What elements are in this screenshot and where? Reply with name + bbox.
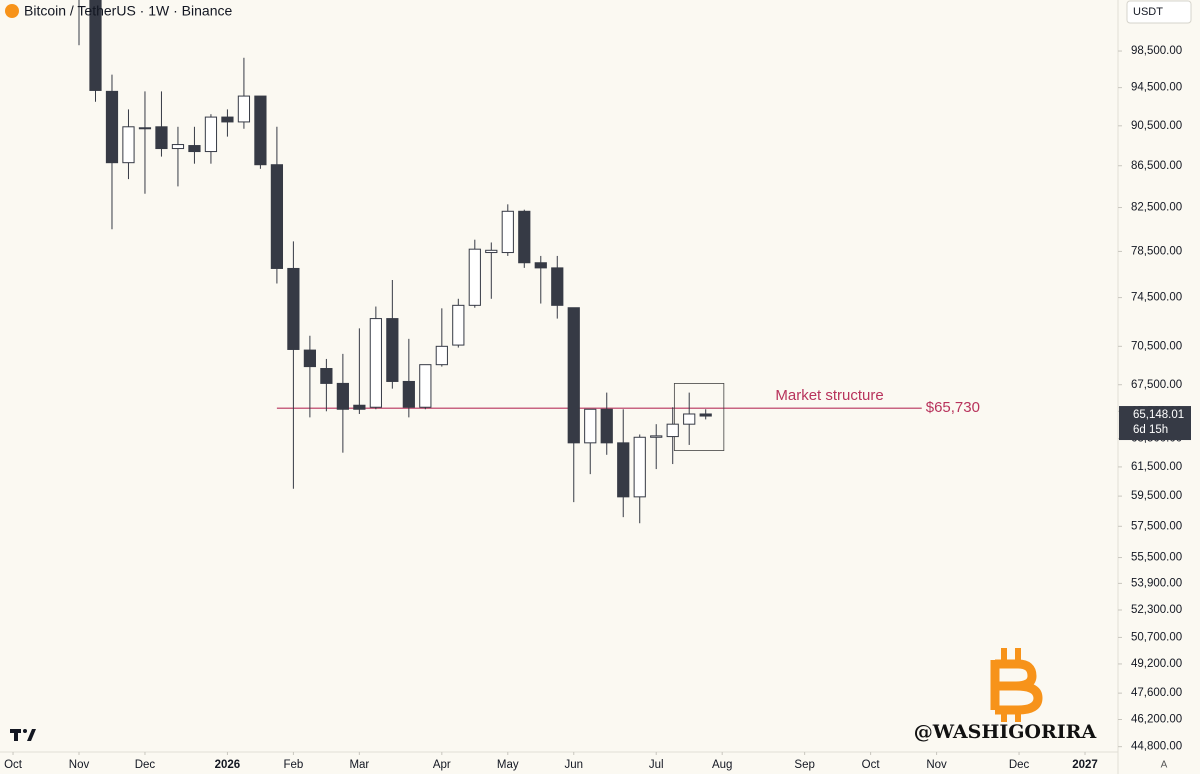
last-price-label: 65,148.01 — [1133, 409, 1184, 421]
candle-body-up — [633, 436, 646, 498]
x-tick-label: Aug — [712, 759, 732, 771]
x-tick-label: Sep — [794, 759, 814, 771]
candle-body-down — [155, 126, 168, 150]
candle-body-up — [485, 249, 498, 254]
x-tick-label: Nov — [69, 759, 90, 771]
currency-button-label[interactable]: USDT — [1133, 6, 1163, 18]
candle-body-down — [105, 90, 119, 164]
candle-body-down — [254, 95, 267, 166]
last-price-tag — [1119, 406, 1191, 441]
candle-body-down — [386, 318, 399, 382]
candle-body-up — [501, 210, 514, 254]
y-tick-label: 47,600.00 — [1131, 687, 1182, 699]
y-tick-label: 82,500.00 — [1131, 202, 1182, 214]
candle-body-up — [237, 95, 251, 123]
candle-body-up — [683, 413, 696, 425]
candle-body-up — [666, 423, 679, 438]
candle-body-down — [270, 164, 284, 269]
countdown-label: 6d 15h — [1133, 424, 1168, 436]
y-tick-label: 53,900.00 — [1131, 577, 1182, 589]
x-tick-label: Dec — [135, 759, 156, 771]
tv-logo — [10, 729, 36, 741]
y-tick-label: 74,500.00 — [1131, 292, 1182, 304]
level-name: Market structure — [775, 387, 883, 404]
candle-body-down — [551, 267, 564, 306]
candle-body-down — [138, 127, 152, 130]
y-tick-label: 86,500.00 — [1131, 160, 1182, 172]
y-tick-label: 55,500.00 — [1131, 552, 1182, 564]
candle-body-down — [600, 408, 613, 444]
candle-body-up — [171, 144, 185, 150]
candle-body-down — [221, 116, 234, 123]
x-tick-label: May — [497, 759, 519, 771]
currency-button[interactable] — [1126, 0, 1192, 24]
candle-body-up — [468, 248, 481, 306]
plot-area — [78, 0, 922, 524]
watermark: @WASHIGORIRA — [914, 721, 1097, 743]
candle-body-down — [534, 262, 547, 269]
bitcoin-logo — [990, 648, 1043, 722]
candle-body-down — [287, 267, 300, 350]
y-tick-label: 52,300.00 — [1131, 604, 1182, 616]
candle-body-up — [650, 435, 663, 438]
y-tick-label: 78,500.00 — [1131, 245, 1182, 257]
candle-body-up — [419, 364, 432, 408]
candle-body-up — [435, 345, 448, 366]
highlight-box — [673, 383, 725, 451]
y-tick-label: 57,500.00 — [1131, 520, 1182, 532]
auto-scale-button[interactable] — [1154, 756, 1174, 772]
x-tick-label: Jun — [564, 759, 583, 771]
candle-body-down — [188, 145, 201, 153]
candle-body-down — [699, 413, 712, 417]
candle-body-up — [369, 318, 382, 408]
x-tick-label: Jul — [649, 759, 664, 771]
candle-body-down — [567, 307, 580, 444]
candle-body-up — [584, 408, 597, 444]
x-tick-label: Feb — [283, 759, 303, 771]
y-tick-label: 98,500.00 — [1131, 45, 1182, 57]
candle-body-down — [89, 0, 102, 91]
x-tick-label: 2026 — [215, 759, 241, 771]
candle-body-down — [617, 442, 630, 498]
candle-body-down — [303, 349, 316, 368]
candle-body-up — [452, 304, 465, 346]
y-tick-label: 61,500.00 — [1131, 461, 1182, 473]
candle-body-down — [320, 368, 333, 384]
x-tick-label: Dec — [1009, 759, 1030, 771]
y-tick-label: 70,500.00 — [1131, 340, 1182, 352]
btc-icon — [5, 4, 19, 18]
y-tick-label: 59,500.00 — [1131, 490, 1182, 502]
y-tick-label: 90,500.00 — [1131, 120, 1182, 132]
y-tick-label: 94,500.00 — [1131, 82, 1182, 94]
y-tick-label: 67,500.00 — [1131, 379, 1182, 391]
x-tick-label: Oct — [862, 759, 881, 771]
x-tick-label: Mar — [349, 759, 369, 771]
y-tick-label: 50,700.00 — [1131, 631, 1182, 643]
x-tick-label: Nov — [926, 759, 947, 771]
x-tick-label: Oct — [4, 759, 23, 771]
level-label: $65,730 — [926, 399, 980, 416]
candle-body-up — [204, 116, 218, 153]
chart-title: Bitcoin / TetherUS · 1W · Binance — [24, 3, 232, 19]
candle-body-down — [353, 404, 366, 410]
candle-body-down — [336, 382, 349, 410]
y-tick-label: 44,800.00 — [1131, 741, 1182, 753]
y-tick-label: 49,200.00 — [1131, 658, 1182, 670]
y-tick-label: 46,200.00 — [1131, 714, 1182, 726]
x-tick-label: 2027 — [1072, 759, 1098, 771]
candle-body-up — [122, 126, 135, 164]
candle-body-down — [518, 210, 531, 264]
x-tick-label: Apr — [433, 759, 451, 771]
candle-body-down — [402, 380, 415, 408]
auto-scale-label[interactable]: A — [1161, 760, 1168, 771]
